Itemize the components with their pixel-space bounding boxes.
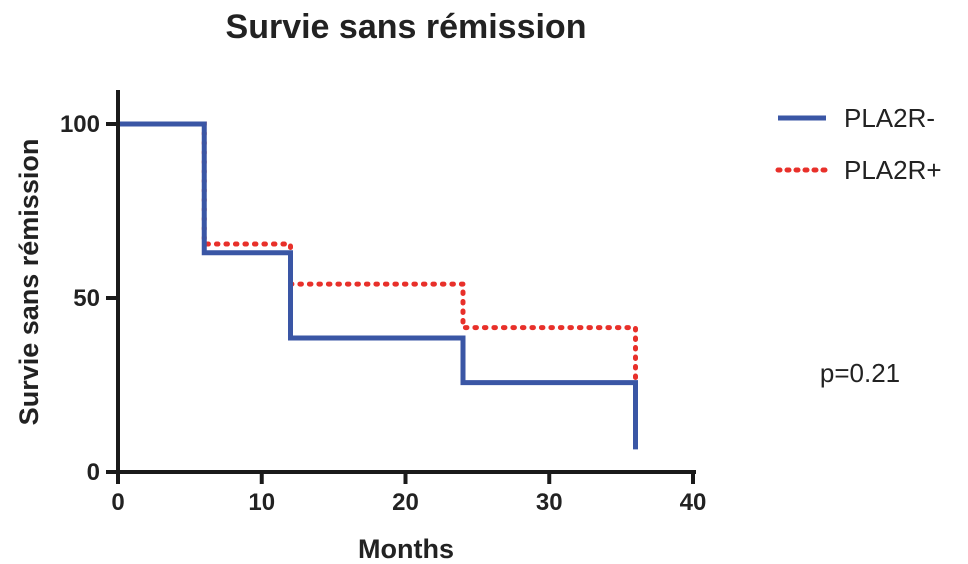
y-tick-label: 100 [60,111,100,138]
x-tick-label: 0 [111,489,124,516]
legend-label-pla2r-plus: PLA2R+ [844,155,942,185]
legend: PLA2R- PLA2R+ [775,103,942,185]
x-tick-label: 30 [536,489,563,516]
x-tick-label: 10 [248,489,275,516]
x-axis-label: Months [358,534,454,564]
series-line-pla2r-plus [115,121,638,385]
y-tick-label: 50 [73,285,100,312]
x-tick-label: 20 [392,489,419,516]
legend-label-pla2r-minus: PLA2R- [844,103,935,133]
p-value-annotation: p=0.21 [820,358,900,388]
series-line-pla2r-minus [118,121,638,450]
y-tick-label: 0 [87,459,100,486]
series-layer [115,121,638,450]
chart-title: Survie sans rémission [226,8,587,46]
x-tick-label: 40 [680,489,707,516]
y-axis-label: Survie sans rémission [14,139,44,426]
ticks-layer: 0 10 20 30 40 0 50 100 [60,111,706,516]
